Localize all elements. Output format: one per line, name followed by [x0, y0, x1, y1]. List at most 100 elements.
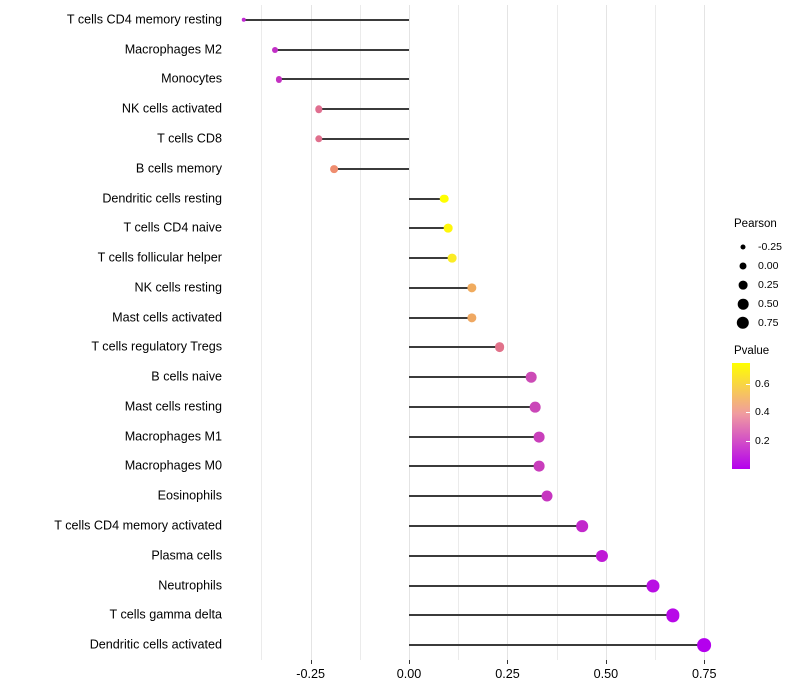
lollipop-point[interactable] — [330, 164, 339, 173]
gridline-major — [409, 5, 411, 660]
lollipop-point[interactable] — [276, 76, 283, 83]
lollipop-point[interactable] — [314, 135, 323, 143]
y-axis-tick-label: Dendritic cells activated — [89, 637, 222, 652]
pearson-legend-dot — [740, 244, 746, 250]
lollipop-stem — [409, 495, 547, 498]
lollipop-stem — [409, 257, 453, 260]
lollipop-point[interactable] — [533, 461, 545, 472]
lollipop-stem — [409, 584, 654, 587]
lollipop-point[interactable] — [541, 490, 553, 502]
x-axis-tick-label: 0.75 — [691, 667, 717, 681]
lollipop-stem — [243, 18, 410, 21]
pearson-legend-key — [732, 314, 754, 332]
pearson-legend-label: 0.50 — [758, 298, 779, 310]
lollipop-stem — [409, 197, 445, 200]
lollipop-stem — [409, 346, 500, 349]
lollipop-point[interactable] — [241, 17, 246, 23]
y-axis-tick-label: Dendritic cells resting — [102, 191, 222, 206]
pvalue-colorbar-tick-outer — [750, 384, 754, 386]
legend-area: Pearson -0.25 0.00 0.25 0.50 0.75 Pvalue 0.6… — [726, 0, 800, 700]
pearson-legend-dot — [737, 298, 749, 310]
x-axis-tick-mark — [507, 660, 509, 664]
pearson-legend-dot — [738, 280, 748, 290]
lollipop-point[interactable] — [314, 105, 323, 113]
lollipop-stem — [409, 316, 473, 319]
lollipop-stem — [409, 554, 602, 557]
lollipop-point[interactable] — [494, 342, 505, 353]
pearson-legend-item: 0.00 — [726, 257, 800, 275]
pearson-legend-key — [732, 276, 754, 294]
pearson-legend-title: Pearson — [734, 218, 777, 230]
x-axis-tick-label: 0.50 — [593, 667, 619, 681]
lollipop-point[interactable] — [529, 401, 541, 413]
pearson-legend-item: -0.25 — [726, 238, 800, 256]
lollipop-stem — [409, 435, 539, 438]
gridline-major — [310, 5, 312, 660]
pearson-legend-key — [732, 295, 754, 313]
lollipop-point[interactable] — [697, 638, 712, 653]
y-axis-tick-label: T cells follicular helper — [97, 250, 222, 265]
pvalue-colorbar-tick — [746, 440, 750, 442]
x-axis: -0.25 0.00 0.25 0.50 0.75 — [228, 660, 720, 696]
y-axis-tick-label: T cells CD4 memory activated — [54, 518, 222, 533]
gridline-minor — [556, 5, 558, 660]
lollipop-stem — [409, 465, 539, 468]
lollipop-point[interactable] — [666, 608, 680, 622]
gridline-major — [507, 5, 509, 660]
lollipop-point[interactable] — [595, 549, 608, 562]
y-axis-tick-label: Macrophages M0 — [124, 459, 222, 474]
lollipop-stem — [409, 227, 449, 230]
y-axis-tick-label: Macrophages M1 — [124, 429, 222, 444]
lollipop-point[interactable] — [467, 283, 477, 293]
lollipop-point[interactable] — [646, 579, 660, 593]
y-axis-tick-label: Plasma cells — [151, 548, 222, 563]
pearson-legend-item: 0.50 — [726, 295, 800, 313]
y-axis-tick-label: Monocytes — [161, 72, 222, 87]
gridline-minor — [458, 5, 460, 660]
x-axis-tick-mark — [704, 660, 706, 664]
y-axis-tick-label: Mast cells activated — [112, 310, 222, 325]
y-axis-tick-label: T cells CD8 — [157, 131, 222, 146]
gridline-minor — [655, 5, 657, 660]
lollipop-stem — [275, 48, 410, 51]
pearson-legend-label: 0.75 — [758, 317, 779, 329]
y-axis-labels: T cells CD4 memory resting Macrophages M2… — [0, 5, 222, 660]
x-axis-tick-mark — [310, 660, 312, 664]
pvalue-colorbar-tick-outer — [750, 412, 754, 414]
y-axis-tick-label: B cells naive — [151, 369, 222, 384]
lollipop-stem — [409, 614, 673, 617]
pearson-legend-label: 0.25 — [758, 279, 779, 291]
lollipop-point[interactable] — [467, 312, 477, 323]
plot-panel — [228, 5, 720, 660]
y-axis-tick-label: T cells regulatory Tregs — [91, 340, 222, 355]
lollipop-point[interactable] — [272, 46, 279, 53]
pearson-legend-label: -0.25 — [758, 241, 782, 253]
lollipop-stem — [409, 525, 583, 528]
pearson-legend-key — [732, 257, 754, 275]
gridline-minor — [359, 5, 361, 660]
x-axis-tick-label: -0.25 — [296, 667, 325, 681]
y-axis-tick-label: Mast cells resting — [124, 399, 222, 414]
y-axis-tick-label: NK cells resting — [134, 280, 223, 295]
x-axis-tick-label: 0.25 — [495, 667, 520, 681]
lollipop-point[interactable] — [444, 223, 453, 233]
lollipop-stem — [334, 167, 410, 170]
pearson-legend-key — [732, 238, 754, 256]
pvalue-colorbar-tick — [746, 412, 750, 414]
lollipop-point[interactable] — [576, 520, 589, 532]
pvalue-colorbar-label: 0.4 — [755, 406, 770, 419]
pearson-legend-label: 0.00 — [758, 260, 779, 272]
lollipop-point[interactable] — [525, 371, 537, 383]
lollipop-stem — [279, 78, 410, 81]
pvalue-colorbar — [732, 363, 750, 469]
lollipop-point[interactable] — [447, 253, 457, 263]
lollipop-stem — [318, 108, 410, 111]
lollipop-point[interactable] — [440, 194, 449, 203]
pearson-legend-item: 0.75 — [726, 314, 800, 332]
y-axis-tick-label: T cells CD4 naive — [123, 220, 222, 235]
y-axis-tick-label: Macrophages M2 — [124, 42, 222, 57]
pearson-legend-dot — [736, 316, 750, 330]
lollipop-point[interactable] — [533, 431, 545, 443]
lollipop-stem — [409, 376, 532, 379]
